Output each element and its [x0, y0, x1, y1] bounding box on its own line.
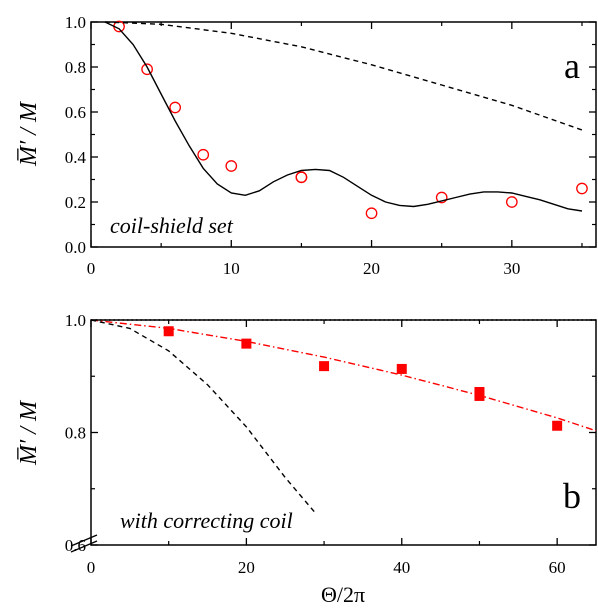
data-point-square	[241, 338, 252, 349]
y-tick-label: 1.0	[65, 13, 86, 32]
data-point-square	[319, 361, 330, 372]
y-tick-label: 0.0	[65, 238, 86, 257]
tick-layer-a: 0 10 20 30 0.0 0.2 0.4 0.6 0.8 1.0	[65, 13, 596, 278]
data-point-square	[552, 420, 563, 431]
annotation-b: with correcting coil	[120, 508, 293, 533]
axis-break-mark	[70, 534, 98, 553]
data-point-square	[163, 326, 174, 337]
y-tick-label: 0.6	[65, 103, 86, 122]
y-tick-label: 1.0	[65, 311, 86, 330]
x-tick-label: 0	[87, 558, 96, 577]
series-line-dashed-line	[90, 319, 317, 515]
data-point-circle	[169, 101, 182, 114]
data-point-square	[396, 363, 407, 374]
y-tick-label: 0.2	[65, 193, 86, 212]
panel-label-a: a	[564, 46, 580, 86]
series-line-dashed-line	[104, 21, 583, 131]
data-point-circle	[505, 196, 518, 208]
series-layer-a	[104, 20, 588, 220]
tick-layer-b: 0 20 40 60 0.6 0.8 1.0	[65, 311, 596, 577]
y-axis-label-a: M̅′ / M	[16, 100, 42, 167]
series-line-dash-dot-line	[90, 319, 597, 432]
x-tick-label: 60	[549, 558, 566, 577]
y-tick-label: 0.6	[65, 536, 86, 555]
x-tick-label: 30	[503, 259, 520, 278]
panel-a: 0 10 20 30 0.0 0.2 0.4 0.6 0.8 1.0 a coil-shield …	[16, 13, 597, 278]
y-tick-label: 0.8	[65, 424, 86, 443]
x-axis-label-b: Θ/2π	[321, 582, 365, 607]
data-point-circle	[576, 182, 588, 195]
data-point-circle	[197, 148, 210, 161]
panel-b: 0 20 40 600.60.81.0 b with correcting coil …	[16, 311, 597, 607]
x-tick-label: 20	[238, 558, 255, 577]
data-point-circle	[365, 207, 378, 220]
x-tick-label: 10	[223, 259, 240, 278]
y-axis-label-b: M̅′ / M	[16, 399, 42, 466]
data-point-circle	[295, 171, 308, 184]
data-point-circle	[225, 160, 238, 172]
x-tick-label: 40	[393, 558, 410, 577]
series-line-solid-line	[104, 21, 583, 212]
series-layer-b	[90, 319, 597, 515]
x-tick-label: 0	[87, 259, 96, 278]
y-tick-label: 0.4	[65, 148, 87, 167]
annotation-a: coil-shield set	[110, 213, 234, 238]
x-tick-label: 20	[363, 259, 380, 278]
data-point-circle	[435, 191, 448, 204]
panel-label-b: b	[563, 476, 581, 516]
data-point-circle	[141, 63, 153, 76]
y-tick-label: 0.8	[65, 58, 86, 77]
